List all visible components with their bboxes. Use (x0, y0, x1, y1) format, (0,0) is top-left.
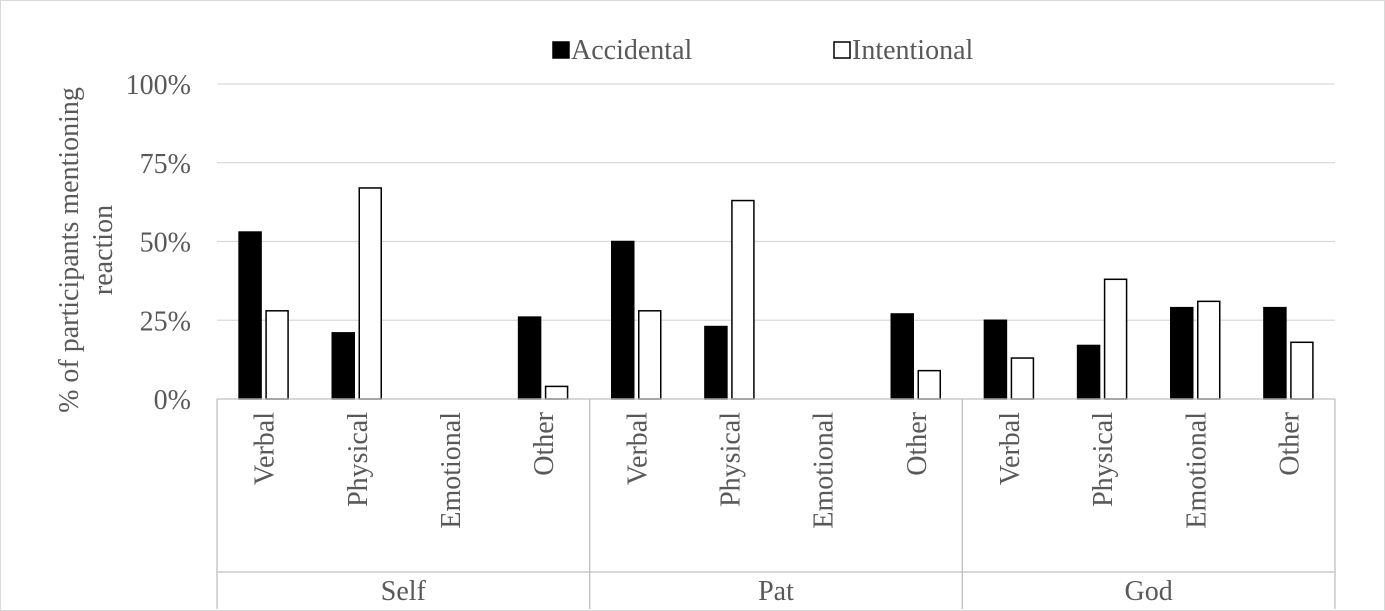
bar-accidental-pat-other (890, 313, 914, 400)
legend: Accidental Intentional (552, 35, 974, 66)
category-label: Emotional (809, 412, 840, 529)
category-label: Physical (1088, 412, 1119, 507)
category-label: Other (529, 411, 560, 475)
bar-accidental-pat-physical (704, 325, 728, 400)
bar-accidental-self-other (517, 316, 542, 400)
legend-swatch-accidental (552, 41, 570, 59)
bar-accidental-pat-verbal (611, 240, 635, 400)
legend-label-accidental: Accidental (571, 35, 692, 66)
category-label: Other (1274, 411, 1305, 475)
y-axis-label-line-2: reaction (88, 205, 119, 295)
group-label-pat: Pat (758, 576, 794, 607)
category-label: Verbal (995, 412, 1026, 485)
group-labels: Self Pat God (381, 576, 1173, 607)
category-label: Emotional (1181, 412, 1212, 529)
bar-intentional-self-verbal (265, 310, 289, 400)
axes (216, 398, 1336, 609)
category-label: Physical (715, 412, 746, 507)
bar-accidental-god-physical (1076, 344, 1101, 400)
group-label-self: Self (381, 576, 427, 607)
y-tick-label: 75% (140, 149, 191, 180)
bar-intentional-self-physical (358, 187, 382, 400)
bar-accidental-self-verbal (238, 231, 262, 400)
group-label-god: God (1125, 576, 1173, 607)
bar-intentional-pat-other (917, 369, 941, 400)
bar-intentional-god-emotional (1197, 300, 1221, 400)
category-label: Other (902, 411, 933, 475)
bar-accidental-god-other (1263, 306, 1287, 400)
y-tick-label: 0% (154, 385, 191, 416)
category-labels: Verbal Physical Emotional Other Verbal Physic… (250, 411, 1306, 528)
y-tick-labels: 0% 25% 50% 75% 100% (126, 70, 191, 416)
bars (238, 187, 1314, 400)
bar-intentional-self-other (544, 385, 569, 400)
gridlines (217, 83, 1335, 321)
y-tick-label: 100% (126, 70, 191, 101)
category-label: Verbal (622, 412, 653, 485)
legend-label-intentional: Intentional (852, 35, 974, 66)
category-label: Emotional (436, 412, 467, 529)
bar-intentional-pat-verbal (638, 310, 662, 400)
y-tick-label: 25% (140, 306, 191, 337)
category-label: Verbal (250, 412, 281, 485)
bar-accidental-god-emotional (1170, 306, 1194, 400)
bar-accidental-god-verbal (983, 319, 1008, 400)
category-label: Physical (343, 412, 374, 507)
bar-accidental-self-physical (331, 332, 355, 400)
bar-intentional-god-physical (1103, 278, 1128, 400)
legend-swatch-intentional (833, 41, 851, 59)
y-tick-label: 50% (140, 228, 191, 259)
bar-intentional-pat-physical (731, 199, 755, 400)
bar-intentional-god-other (1290, 341, 1314, 400)
y-axis-label-line-1: % of participants mentioning (54, 87, 85, 413)
bar-intentional-god-verbal (1010, 357, 1035, 400)
